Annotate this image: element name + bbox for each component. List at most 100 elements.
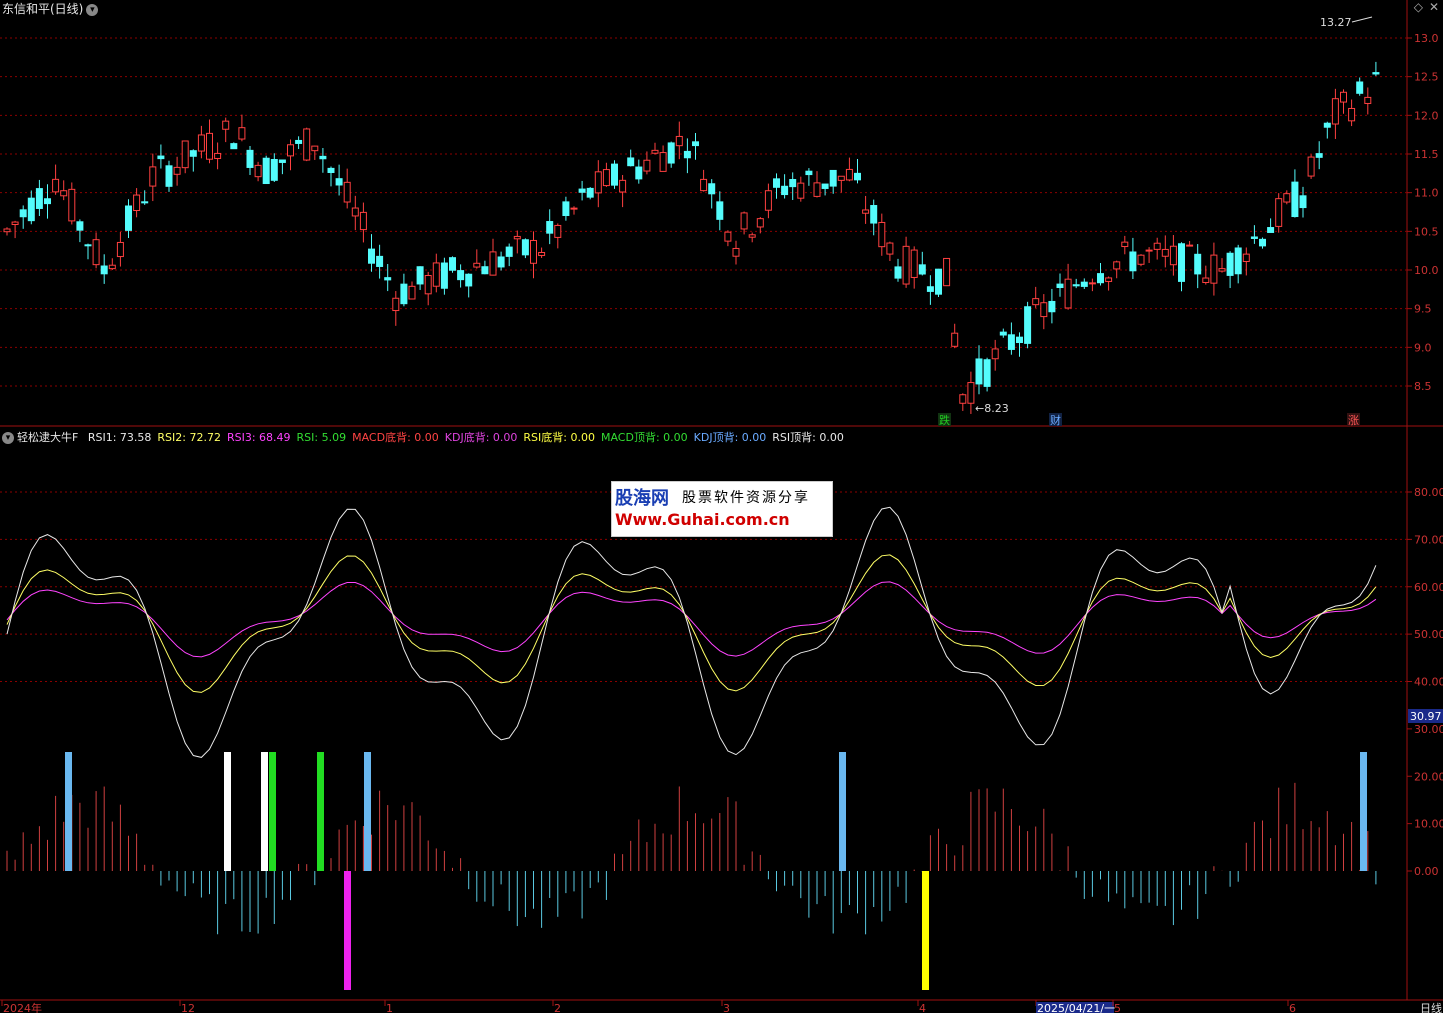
candle-body — [983, 359, 991, 387]
candle-body — [246, 149, 254, 168]
candle-body — [1113, 261, 1121, 270]
candle-body — [1307, 156, 1315, 177]
candle-body — [368, 248, 375, 264]
candle-body — [125, 205, 132, 231]
candle-body — [586, 187, 594, 198]
candle-body — [554, 224, 562, 238]
indicator-value-5: KDJ底背: 0.00 — [444, 431, 518, 444]
diamond-icon[interactable]: ◇ — [1413, 0, 1423, 14]
candle-body — [173, 166, 181, 175]
candle-body — [635, 166, 643, 180]
indicator-value-4: MACD底背: 0.00 — [352, 431, 439, 444]
price-axis-label-2: 12.0 — [1414, 109, 1439, 122]
candle-body — [432, 262, 440, 287]
candle-body — [627, 157, 635, 167]
candle-body — [643, 159, 651, 172]
candle-body — [740, 212, 748, 230]
time-axis-label-8: 6 — [1289, 1002, 1296, 1013]
candle-body — [1129, 251, 1137, 272]
candle-body — [724, 231, 732, 242]
indicator-axis-label-2: 60.00 — [1414, 581, 1443, 594]
time-axis-label-3: 2 — [554, 1002, 561, 1013]
candle-body — [910, 249, 918, 278]
candle-body — [1064, 278, 1072, 309]
candle-body — [675, 135, 683, 147]
candle-body — [68, 188, 76, 222]
candle-body — [1169, 245, 1177, 266]
candle-body — [602, 169, 610, 187]
signal-bar — [344, 871, 351, 990]
candle-body — [845, 168, 853, 181]
candle-body — [530, 239, 537, 264]
candle-body — [683, 150, 691, 159]
candle-body — [1275, 198, 1283, 227]
event-badge-2: 涨 — [1348, 414, 1359, 427]
candle-body — [1105, 277, 1113, 282]
price-axis-label-5: 10.5 — [1414, 225, 1439, 238]
high-price-label: 13.27 — [1320, 16, 1352, 29]
candle-body — [238, 127, 246, 140]
candle-body — [951, 332, 959, 347]
candle-body — [303, 128, 311, 161]
candle-body — [926, 286, 934, 292]
candle-body — [805, 170, 813, 176]
current-value-label: 30.97 — [1410, 710, 1442, 723]
price-axis-label-0: 13.0 — [1414, 32, 1439, 45]
indicator-values: RSI1: 73.58 RSI2: 72.72 RSI3: 68.49 RSI: 5.… — [88, 431, 850, 444]
candle-body — [562, 201, 570, 217]
candle-body — [1032, 298, 1040, 306]
candle-body — [311, 145, 319, 152]
candle-body — [667, 142, 675, 164]
indicator-value-2: RSI3: 68.49 — [226, 431, 291, 444]
time-axis-label-6: 2025/04/21/一 — [1037, 1002, 1115, 1013]
candle-body — [1283, 193, 1291, 203]
candle-body — [100, 265, 108, 275]
signal-bar — [364, 752, 371, 871]
candle-body — [1048, 300, 1056, 313]
dropdown-chevron-icon[interactable]: ▾ — [86, 3, 99, 16]
candle-body — [1145, 249, 1153, 252]
current-value-box — [1408, 709, 1443, 723]
watermark-line1b: 股票软件资源分享 — [682, 490, 810, 506]
candle-body — [1194, 253, 1202, 275]
candle-body — [829, 169, 837, 187]
candle-body — [1016, 336, 1023, 344]
candle-body — [854, 172, 861, 181]
candle-body — [1202, 277, 1210, 284]
candle-body — [700, 178, 708, 192]
rsi3-line — [6, 581, 1377, 658]
candle-body — [1178, 243, 1185, 282]
indicator-name[interactable]: 轻松逮大牛F — [17, 431, 79, 444]
watermark-line1: 股海网 — [615, 488, 669, 509]
signal-bar — [922, 871, 929, 990]
indicator-value-3: RSI: 5.09 — [296, 431, 347, 444]
candle-body — [1210, 254, 1218, 284]
candle-body — [457, 270, 465, 281]
window-controls: ◇ ✕ — [1408, 0, 1439, 14]
candle-body — [270, 159, 278, 181]
candle-body — [1080, 281, 1088, 287]
candle-body — [254, 164, 262, 178]
candle-body — [359, 211, 367, 231]
candle-body — [3, 228, 11, 233]
candle-body — [1242, 253, 1250, 262]
candles — [3, 61, 1380, 414]
chart-title[interactable]: 东信和平(日线) ▾ — [2, 0, 99, 17]
candle-body — [108, 264, 116, 270]
indicator-menu-chevron-icon[interactable]: ▾ — [2, 432, 14, 444]
candle-body — [935, 268, 942, 295]
candle-body — [538, 251, 546, 256]
candle-body — [570, 207, 578, 210]
candle-body — [449, 257, 456, 271]
time-axis-label-7: 5 — [1114, 1002, 1121, 1013]
candle-body — [76, 221, 84, 231]
high-arrow — [1351, 16, 1373, 23]
indicator-axis-label-0: 80.00 — [1414, 486, 1443, 499]
candle-body — [206, 132, 213, 160]
indicator-value-9: RSI顶背: 0.00 — [772, 431, 844, 444]
close-icon[interactable]: ✕ — [1428, 0, 1439, 14]
candle-body — [11, 221, 19, 226]
candle-body — [821, 183, 829, 189]
candle-body — [797, 182, 805, 199]
